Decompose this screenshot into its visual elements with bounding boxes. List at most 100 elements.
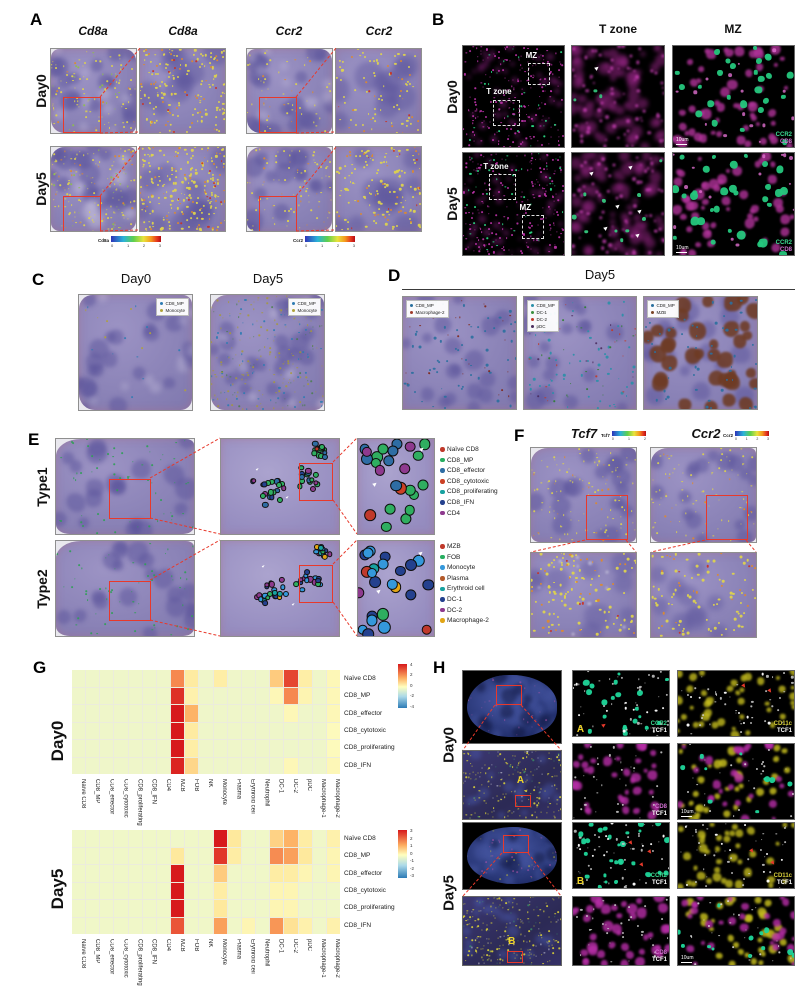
speckle bbox=[718, 578, 722, 582]
speckle bbox=[709, 339, 719, 350]
heatmap-cell bbox=[156, 722, 171, 739]
speckle bbox=[543, 187, 545, 190]
speckle bbox=[110, 205, 112, 207]
speckle bbox=[78, 563, 80, 566]
speckle bbox=[492, 816, 494, 818]
speckle bbox=[219, 372, 221, 374]
speckle bbox=[345, 188, 348, 191]
speckle bbox=[113, 161, 115, 163]
speckle bbox=[206, 196, 209, 198]
tick-label: 3 bbox=[352, 243, 356, 248]
speckle bbox=[604, 619, 607, 623]
speckle bbox=[561, 629, 564, 632]
speckle bbox=[767, 132, 776, 141]
speckle bbox=[493, 810, 495, 812]
speckle bbox=[104, 77, 116, 88]
colorbar-tick: -3 bbox=[410, 873, 415, 879]
speckle bbox=[262, 75, 264, 77]
speckle bbox=[409, 222, 412, 225]
speckle bbox=[170, 206, 173, 209]
speckle bbox=[604, 456, 624, 475]
speckle bbox=[385, 183, 389, 187]
speckle bbox=[215, 336, 218, 339]
speckle bbox=[704, 756, 713, 765]
speckle bbox=[470, 132, 476, 138]
speckle bbox=[73, 174, 75, 177]
speckle bbox=[688, 800, 694, 806]
speckle bbox=[204, 108, 208, 112]
speckle bbox=[659, 671, 662, 673]
legend-label: Monocyte bbox=[297, 308, 317, 313]
speckle bbox=[690, 192, 699, 201]
heatmap-cell bbox=[270, 740, 284, 757]
speckle bbox=[215, 87, 218, 90]
heatmap-cell bbox=[171, 722, 185, 739]
speckle bbox=[530, 771, 532, 773]
speckle bbox=[487, 227, 490, 230]
speckle bbox=[602, 96, 615, 110]
speckle bbox=[175, 441, 177, 444]
speckle bbox=[150, 180, 154, 183]
speckle bbox=[213, 311, 215, 313]
speckle bbox=[740, 299, 743, 302]
speckle bbox=[167, 109, 170, 112]
speckle bbox=[294, 391, 296, 393]
speckle bbox=[182, 213, 185, 216]
speckle bbox=[299, 323, 301, 325]
speckle bbox=[327, 551, 333, 557]
region-label-mz: MZ bbox=[519, 202, 532, 212]
heatmap-cell bbox=[199, 705, 213, 722]
speckle bbox=[220, 327, 222, 330]
heatmap-col-label: CD8_effector bbox=[108, 939, 115, 975]
speckle bbox=[374, 214, 376, 217]
speckle bbox=[319, 546, 326, 552]
heatmap-col-label: FOB bbox=[192, 939, 199, 952]
speckle bbox=[552, 222, 555, 224]
speckle bbox=[215, 152, 218, 154]
panel-a-col-title: Ccr2 bbox=[275, 24, 303, 38]
speckle bbox=[739, 555, 743, 559]
heatmap-day5 bbox=[72, 830, 340, 934]
speckle bbox=[328, 212, 331, 214]
speckle bbox=[257, 350, 260, 352]
speckle bbox=[242, 322, 244, 324]
speckle bbox=[461, 386, 464, 389]
speckle bbox=[171, 59, 174, 62]
speckle bbox=[405, 588, 417, 601]
speckle bbox=[130, 79, 133, 82]
speckle bbox=[63, 65, 65, 67]
speckle bbox=[303, 385, 305, 387]
speckle bbox=[789, 671, 794, 676]
speckle bbox=[209, 86, 212, 88]
heatmap-cell bbox=[171, 687, 185, 704]
speckle bbox=[673, 235, 678, 241]
speckle bbox=[662, 239, 664, 243]
speckle bbox=[676, 585, 698, 607]
speckle bbox=[371, 155, 374, 157]
speckle bbox=[587, 602, 591, 606]
speckle bbox=[219, 173, 222, 176]
heatmap-cell bbox=[284, 705, 298, 722]
speckle bbox=[118, 154, 130, 166]
speckle bbox=[466, 759, 469, 762]
speckle bbox=[238, 364, 241, 367]
speckle bbox=[695, 812, 701, 818]
speckle bbox=[539, 553, 543, 556]
speckle bbox=[469, 817, 471, 819]
speckle bbox=[531, 469, 533, 471]
speckle bbox=[553, 581, 555, 584]
speckle bbox=[457, 335, 459, 338]
speckle bbox=[264, 480, 271, 487]
speckle bbox=[625, 728, 629, 731]
speckle bbox=[247, 111, 249, 114]
speckle bbox=[508, 810, 510, 812]
speckle bbox=[625, 702, 628, 705]
speckle bbox=[627, 557, 630, 561]
speckle bbox=[694, 458, 710, 473]
speckle bbox=[478, 775, 481, 778]
speckle bbox=[600, 246, 605, 251]
speckle bbox=[107, 177, 109, 180]
heatmap-col-label: Naïve CD8 bbox=[80, 939, 87, 969]
speckle bbox=[722, 579, 725, 583]
speckle bbox=[53, 153, 55, 155]
